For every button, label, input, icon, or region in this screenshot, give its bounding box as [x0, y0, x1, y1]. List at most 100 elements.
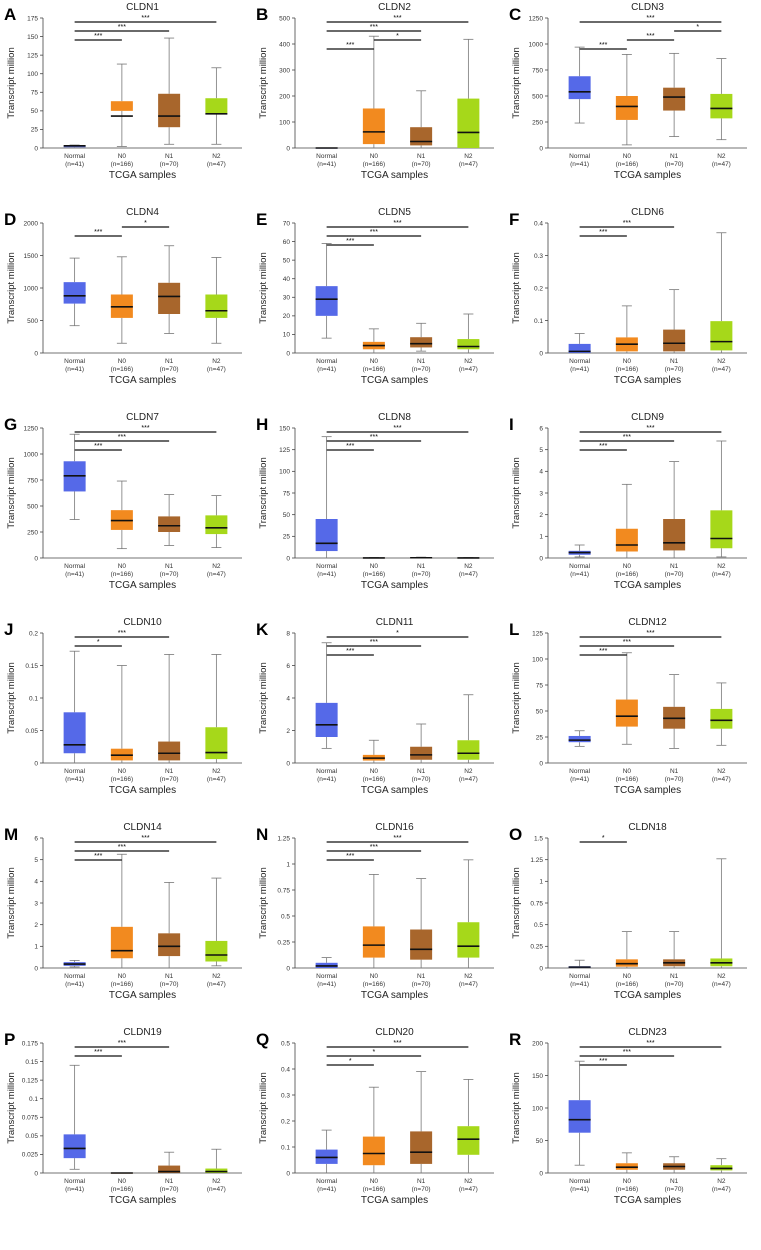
y-tick-label: 1.25 — [530, 857, 543, 864]
significance-label: *** — [393, 15, 401, 22]
x-category-label: N2 — [212, 1178, 221, 1185]
box-n0 — [362, 35, 385, 149]
iqr-box — [205, 98, 228, 114]
iqr-box — [158, 93, 181, 128]
x-category-count: (n=70) — [412, 161, 431, 168]
y-tick-label: 750 — [532, 67, 543, 74]
box-normal — [63, 257, 86, 327]
y-tick-label: 100 — [27, 71, 38, 78]
x-category-label: Normal — [64, 358, 86, 365]
box-n0 — [362, 1086, 385, 1174]
y-tick-label: 0 — [34, 1170, 38, 1177]
x-axis-title: TCGA samples — [109, 375, 176, 386]
iqr-box — [710, 708, 733, 729]
x-category-label: N0 — [370, 973, 379, 980]
x-category-count: (n=47) — [207, 571, 226, 578]
x-axis-title: TCGA samples — [109, 170, 176, 181]
y-tick-label: 150 — [279, 425, 290, 432]
y-tick-label: 0 — [539, 760, 543, 767]
iqr-box — [663, 519, 686, 551]
box-n0 — [615, 54, 638, 146]
box-n0 — [110, 63, 133, 147]
y-axis-title: Transcript million — [6, 47, 17, 118]
iqr-box — [410, 929, 433, 960]
panel-L: L CLDN12 0 25 50 75 100 125 Transcript million No… — [509, 617, 747, 796]
x-category-count: (n=41) — [65, 981, 84, 988]
x-category-count: (n=166) — [363, 161, 386, 168]
box-n1 — [663, 931, 686, 969]
y-tick-label: 0.25 — [277, 939, 290, 946]
y-axis-title: Transcript million — [258, 252, 269, 323]
box-n0 — [362, 328, 385, 354]
x-category-label: N2 — [717, 358, 726, 365]
y-tick-label: 1000 — [24, 285, 39, 292]
y-tick-label: 500 — [27, 318, 38, 325]
x-category-label: N1 — [417, 768, 426, 775]
panel-B: B CLDN2 0 100 200 300 400 500 Transcript million… — [256, 2, 494, 181]
x-category-count: (n=47) — [459, 776, 478, 783]
chart-title: CLDN1 — [126, 2, 159, 13]
box-normal — [63, 960, 86, 968]
y-tick-label: 1 — [539, 534, 543, 541]
iqr-box — [710, 93, 733, 119]
x-category-count: (n=41) — [317, 366, 336, 373]
significance-label: *** — [370, 844, 378, 851]
x-category-count: (n=70) — [665, 161, 684, 168]
significance-label: *** — [599, 42, 607, 49]
y-tick-label: 6 — [539, 425, 543, 432]
x-axis-title: TCGA samples — [614, 785, 681, 796]
y-tick-label: 70 — [283, 220, 291, 227]
y-tick-label: 1.5 — [534, 835, 543, 842]
box-n2 — [710, 682, 733, 746]
x-category-label: Normal — [569, 973, 591, 980]
significance-label: *** — [623, 639, 631, 646]
iqr-box — [110, 926, 133, 959]
x-category-label: N2 — [717, 563, 726, 570]
y-tick-label: 0.1 — [29, 695, 38, 702]
box-n2 — [710, 232, 733, 354]
panel-letter: O — [509, 825, 522, 844]
iqr-box — [568, 1100, 591, 1133]
box-normal — [315, 642, 338, 749]
panel-A: A CLDN1 0 25 50 75 100 125 150 175 Transcript mill… — [4, 2, 242, 181]
y-axis-title: Transcript million — [511, 1072, 522, 1143]
y-tick-label: 2 — [539, 512, 543, 519]
chart-title: CLDN20 — [375, 1027, 414, 1038]
y-tick-label: 4 — [286, 695, 290, 702]
iqr-box — [315, 702, 338, 737]
y-tick-label: 0 — [286, 145, 290, 152]
box-n0 — [615, 305, 638, 354]
significance-label: *** — [393, 425, 401, 432]
x-category-label: Normal — [569, 358, 591, 365]
y-tick-label: 0 — [34, 350, 38, 357]
iqr-box — [63, 282, 86, 304]
x-category-label: N0 — [118, 768, 127, 775]
y-tick-label: 2 — [34, 922, 38, 929]
x-category-label: N2 — [464, 768, 473, 775]
x-category-count: (n=70) — [665, 1186, 684, 1193]
y-axis-title: Transcript million — [511, 867, 522, 938]
iqr-box — [158, 282, 181, 314]
box-n0 — [110, 665, 133, 764]
x-category-count: (n=47) — [712, 571, 731, 578]
y-tick-label: 75 — [283, 490, 291, 497]
iqr-box — [63, 712, 86, 754]
x-category-count: (n=70) — [412, 571, 431, 578]
y-tick-label: 0.025 — [22, 1152, 39, 1159]
x-category-count: (n=166) — [111, 366, 134, 373]
iqr-box — [205, 940, 228, 962]
iqr-box — [457, 740, 480, 760]
x-category-count: (n=166) — [111, 1186, 134, 1193]
significance-label: *** — [118, 1040, 126, 1047]
y-tick-label: 250 — [532, 119, 543, 126]
y-tick-label: 200 — [532, 1040, 543, 1047]
x-axis-title: TCGA samples — [614, 1195, 681, 1206]
box-n0 — [110, 1172, 133, 1174]
box-normal — [568, 959, 591, 969]
significance-label: *** — [599, 229, 607, 236]
box-n2 — [205, 67, 228, 145]
box-normal — [568, 730, 591, 747]
y-tick-label: 1.25 — [277, 835, 290, 842]
x-category-count: (n=70) — [160, 981, 179, 988]
